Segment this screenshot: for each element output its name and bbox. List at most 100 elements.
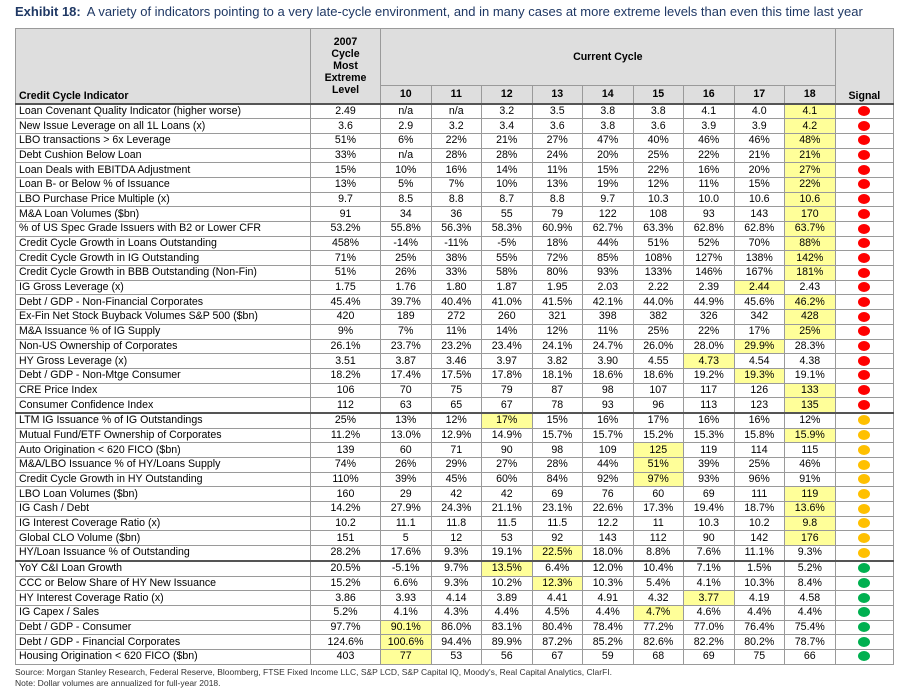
cell-value: 123 <box>733 397 785 414</box>
cell-value: 90 <box>683 530 735 547</box>
signal-dot <box>858 622 871 633</box>
signal-dot <box>858 252 871 263</box>
table-row: Debt / GDP - Non-Financial Corporates 45.… <box>15 294 895 311</box>
cell-value: 4.2 <box>784 118 836 134</box>
cell-value: 3.9 <box>733 118 785 134</box>
cell-value: 115 <box>784 442 836 458</box>
cell-value: 15% <box>310 162 381 178</box>
cell-value: 15.3% <box>683 427 735 444</box>
cell-value: 12.3% <box>531 575 583 592</box>
signal-cell <box>834 191 895 208</box>
signal-dot <box>858 547 871 558</box>
indicator-name: LBO transactions > 6x Leverage <box>15 132 311 149</box>
cell-value: 5.2% <box>310 604 381 621</box>
cell-value: 10.3% <box>733 575 785 592</box>
cell-value: 117 <box>683 382 735 399</box>
cell-value: 2.39 <box>683 279 735 296</box>
cell-value: 9.7 <box>310 191 381 208</box>
signal-cell <box>834 294 895 311</box>
signal-cell <box>834 442 895 458</box>
cell-value: 15.8% <box>733 427 785 444</box>
cell-value: 11.2% <box>310 427 381 444</box>
indicator-name: IG Capex / Sales <box>15 604 311 621</box>
cell-value: 4.73 <box>683 353 735 369</box>
cell-value: 22% <box>784 176 836 193</box>
cell-value: 25% <box>733 457 785 473</box>
signal-dot <box>858 238 871 249</box>
cell-value: 39% <box>683 457 735 473</box>
cell-value: 4.0 <box>733 102 785 120</box>
cell-value: 3.77 <box>683 590 735 606</box>
cell-value: 77 <box>380 648 432 665</box>
cell-value: 17% <box>632 411 684 429</box>
table-row: Credit Cycle Growth in Loans Outstanding… <box>15 235 895 252</box>
signal-cell <box>834 575 895 592</box>
cell-value: 44% <box>582 235 634 252</box>
indicator-name: HY Gross Leverage (x) <box>15 353 311 369</box>
cell-value: 22.5% <box>531 545 583 562</box>
signal-dot <box>858 503 871 514</box>
signal-dot <box>858 341 871 352</box>
signal-dot <box>858 311 871 322</box>
cell-value: 3.4 <box>481 118 533 134</box>
signal-dot <box>858 208 871 219</box>
cell-value: 9% <box>310 323 381 340</box>
cell-value: 46% <box>784 457 836 473</box>
cell-value: 135 <box>784 397 836 414</box>
signal-dot <box>858 326 871 337</box>
cell-value: 12% <box>430 411 482 429</box>
cell-value: 98 <box>582 382 634 399</box>
table-row: M&A/LBO Issuance % of HY/Loans Supply 74%… <box>15 457 895 473</box>
table-row: Credit Cycle Growth in BBB Outstanding (… <box>15 265 895 281</box>
cell-value: 69 <box>683 486 735 503</box>
signal-dot <box>858 296 871 307</box>
cell-value: 11% <box>430 323 482 340</box>
cell-value: 17.5% <box>430 367 482 384</box>
cell-value: 17% <box>733 323 785 340</box>
signal-dot <box>858 578 871 589</box>
cell-value: 89.9% <box>481 634 533 650</box>
cell-value: 12% <box>784 411 836 429</box>
cell-value: 53 <box>481 530 533 547</box>
cell-value: 109 <box>582 442 634 458</box>
cell-value: 60 <box>380 442 432 458</box>
cell-value: 39.7% <box>380 294 432 311</box>
cell-value: 75.4% <box>784 619 836 636</box>
cell-value: 65 <box>430 397 482 414</box>
cell-value: 6.4% <box>531 559 583 577</box>
cell-value: 3.93 <box>380 590 432 606</box>
cell-value: 42 <box>430 486 482 503</box>
cell-value: 94.4% <box>430 634 482 650</box>
cell-value: 8.8% <box>632 545 684 562</box>
cell-value: 93 <box>683 206 735 222</box>
table-row: Housing Origination < 620 FICO ($bn) 403 7… <box>15 648 895 665</box>
signal-dot <box>858 355 871 366</box>
signal-dot <box>858 164 871 175</box>
cell-value: 25% <box>784 323 836 340</box>
cell-value: 7.1% <box>683 559 735 577</box>
cell-value: 19.3% <box>733 367 785 384</box>
signal-dot <box>858 106 871 117</box>
cell-value: 8.4% <box>784 575 836 592</box>
signal-cell <box>834 118 895 134</box>
cell-value: 24% <box>531 147 583 164</box>
cell-value: 58.3% <box>481 221 533 237</box>
table-row: M&A Issuance % of IG Supply 9% 7% 11% 14% 12%… <box>15 323 895 340</box>
exhibit-title: Exhibit 18: A variety of indicators point… <box>15 4 863 19</box>
cell-value: 72% <box>531 250 583 267</box>
indicator-name: Mutual Fund/ETF Ownership of Corporates <box>15 427 311 444</box>
signal-dot <box>858 430 871 441</box>
cell-value: 5 <box>380 530 432 547</box>
cell-value: 17.4% <box>380 367 432 384</box>
cell-value: 4.6% <box>683 604 735 621</box>
signal-dot <box>858 488 871 499</box>
signal-cell <box>834 382 895 399</box>
table-row: LBO Purchase Price Multiple (x) 9.7 8.5 8.8… <box>15 191 895 208</box>
cell-value: 4.4% <box>784 604 836 621</box>
cell-value: 272 <box>430 309 482 325</box>
cell-value: 142 <box>733 530 785 547</box>
cell-value: 28% <box>430 147 482 164</box>
footnote: Note: Dollar volumes are annualized for … <box>15 678 221 688</box>
cell-value: 23.7% <box>380 338 432 355</box>
cell-value: 18% <box>531 235 583 252</box>
